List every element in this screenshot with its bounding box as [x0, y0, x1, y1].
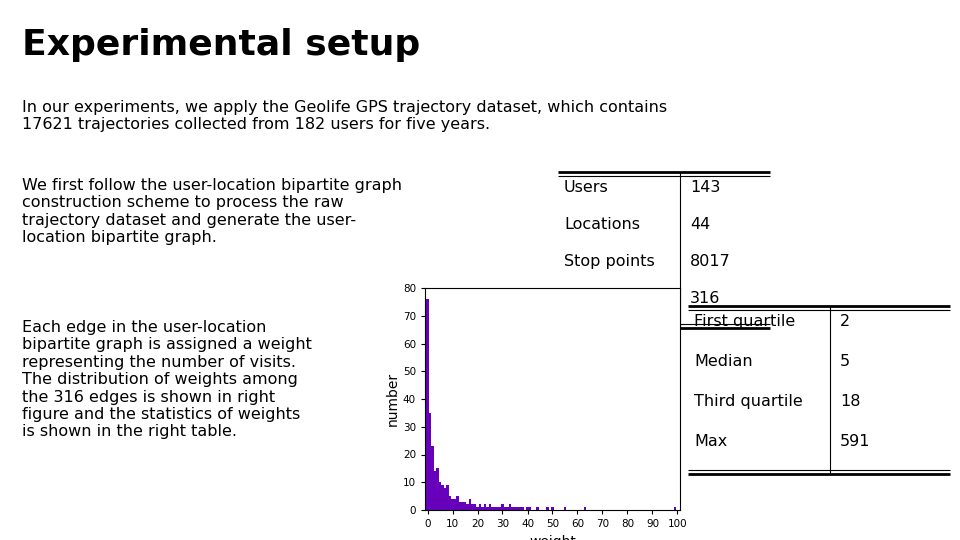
Text: 143: 143 [690, 180, 720, 195]
Bar [504, 507, 506, 510]
Text: 2: 2 [840, 314, 851, 329]
Bar [489, 504, 492, 510]
Bar [454, 499, 456, 510]
Bar [426, 299, 429, 510]
Bar [496, 507, 499, 510]
Bar [456, 496, 459, 510]
Bar [467, 504, 468, 510]
Bar [529, 507, 531, 510]
Text: First quartile: First quartile [694, 314, 795, 329]
Y-axis label: number: number [386, 372, 400, 426]
Bar [493, 507, 496, 510]
Text: Users: Users [564, 180, 609, 195]
Bar [526, 507, 529, 510]
Bar [439, 482, 442, 510]
Bar [444, 488, 446, 510]
Text: Each edge in the user-location
bipartite graph is assigned a weight
representing: Each edge in the user-location bipartite… [22, 320, 312, 440]
Bar [451, 499, 454, 510]
Text: Edges: Edges [564, 291, 612, 306]
Bar [471, 504, 473, 510]
Text: 18: 18 [840, 394, 860, 409]
Bar [518, 507, 521, 510]
Bar [674, 507, 676, 510]
Bar [551, 507, 554, 510]
Bar [492, 507, 493, 510]
Bar [436, 468, 439, 510]
Bar [461, 502, 464, 510]
Text: 316: 316 [690, 291, 720, 306]
Text: Stop points: Stop points [564, 254, 655, 269]
Text: Third quartile: Third quartile [694, 394, 803, 409]
Text: 44: 44 [690, 217, 710, 232]
Bar [516, 507, 518, 510]
Bar [537, 507, 539, 510]
Bar [448, 496, 451, 510]
Bar [512, 507, 514, 510]
Bar [442, 485, 444, 510]
Text: We first follow the user-location bipartite graph
construction scheme to process: We first follow the user-location bipart… [22, 178, 402, 245]
Text: 591: 591 [840, 434, 871, 449]
Text: Experimental setup: Experimental setup [22, 28, 420, 62]
Bar [584, 507, 587, 510]
Bar [431, 446, 434, 510]
Bar [521, 507, 524, 510]
Bar [446, 485, 448, 510]
Bar [429, 413, 431, 510]
Bar [459, 502, 461, 510]
Bar [476, 507, 479, 510]
Bar [487, 507, 489, 510]
Bar [468, 499, 471, 510]
Bar [464, 502, 467, 510]
Text: Max: Max [694, 434, 728, 449]
Text: 8017: 8017 [690, 254, 731, 269]
Bar [473, 504, 476, 510]
Text: 5: 5 [840, 354, 851, 369]
Bar [564, 507, 566, 510]
Bar [484, 504, 487, 510]
Bar [506, 507, 509, 510]
Bar [499, 507, 501, 510]
Text: In our experiments, we apply the Geolife GPS trajectory dataset, which contains
: In our experiments, we apply the Geolife… [22, 100, 667, 132]
Text: Locations: Locations [564, 217, 640, 232]
X-axis label: weight: weight [529, 535, 576, 540]
Bar [546, 507, 549, 510]
Bar [481, 507, 484, 510]
Bar [434, 471, 436, 510]
Bar [509, 504, 512, 510]
Bar [479, 504, 481, 510]
Bar [501, 504, 504, 510]
Text: Median: Median [694, 354, 753, 369]
Bar [514, 507, 516, 510]
